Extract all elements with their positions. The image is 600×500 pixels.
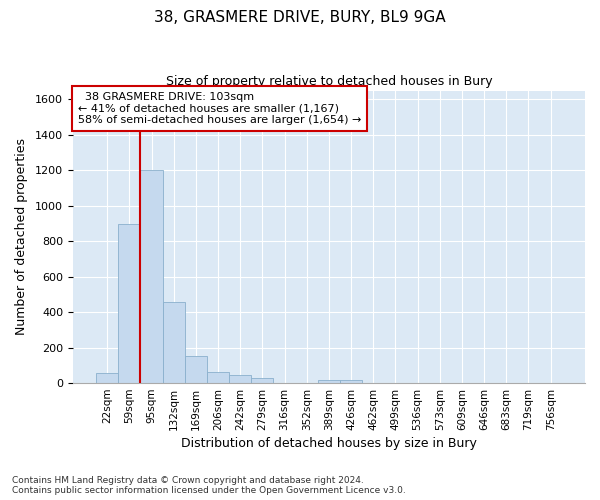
Text: Contains HM Land Registry data © Crown copyright and database right 2024.
Contai: Contains HM Land Registry data © Crown c… xyxy=(12,476,406,495)
Bar xyxy=(340,380,362,383)
Bar xyxy=(229,375,251,383)
Bar xyxy=(140,170,163,383)
Y-axis label: Number of detached properties: Number of detached properties xyxy=(15,138,28,336)
Bar xyxy=(185,356,207,383)
Bar xyxy=(318,380,340,383)
Bar xyxy=(96,374,118,383)
X-axis label: Distribution of detached houses by size in Bury: Distribution of detached houses by size … xyxy=(181,437,477,450)
Text: 38 GRASMERE DRIVE: 103sqm  
← 41% of detached houses are smaller (1,167)
58% of : 38 GRASMERE DRIVE: 103sqm ← 41% of detac… xyxy=(78,92,361,125)
Bar xyxy=(118,224,140,383)
Title: Size of property relative to detached houses in Bury: Size of property relative to detached ho… xyxy=(166,75,492,88)
Text: 38, GRASMERE DRIVE, BURY, BL9 9GA: 38, GRASMERE DRIVE, BURY, BL9 9GA xyxy=(154,10,446,25)
Bar xyxy=(251,378,274,383)
Bar xyxy=(207,372,229,383)
Bar xyxy=(163,302,185,383)
